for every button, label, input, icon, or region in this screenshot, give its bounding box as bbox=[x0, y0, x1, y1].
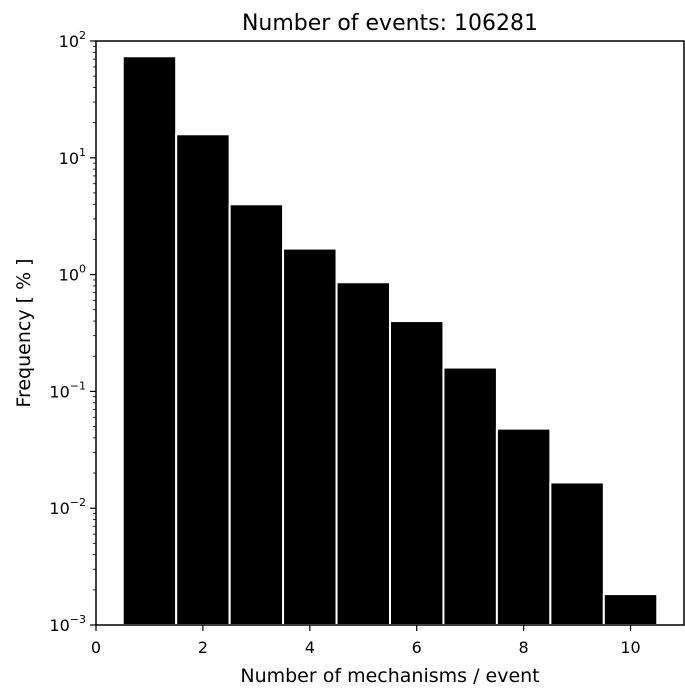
x-tick-label: 0 bbox=[91, 638, 101, 657]
bar-6 bbox=[389, 320, 445, 626]
y-tick-label: 100 bbox=[59, 263, 86, 285]
chart-title: Number of events: 106281 bbox=[242, 11, 538, 36]
y-tick-label: 10−2 bbox=[49, 496, 86, 518]
x-tick-label: 10 bbox=[620, 638, 640, 657]
bar-10 bbox=[602, 593, 659, 626]
x-tick-label: 6 bbox=[412, 638, 422, 657]
x-tick-label: 8 bbox=[519, 638, 529, 657]
bar-1 bbox=[121, 55, 178, 626]
x-tick-label: 2 bbox=[198, 638, 208, 657]
bar-4 bbox=[282, 247, 338, 626]
y-axis-label: Frequency [ % ] bbox=[13, 258, 35, 407]
bar-3 bbox=[228, 203, 285, 626]
plot-frame bbox=[95, 40, 685, 626]
x-axis-label: Number of mechanisms / event bbox=[240, 665, 539, 687]
y-tick-label: 10−3 bbox=[49, 613, 86, 635]
y-tick-label: 10−1 bbox=[49, 379, 86, 401]
bar-2 bbox=[175, 133, 231, 626]
y-tick-label: 101 bbox=[59, 146, 86, 168]
y-axis: 102 101 100 10−1 10−2 10−3 bbox=[49, 29, 96, 635]
bars-group bbox=[121, 55, 659, 626]
y-tick-label: 102 bbox=[59, 29, 86, 51]
bar-8 bbox=[495, 427, 552, 626]
bar-5 bbox=[335, 281, 391, 626]
bar-9 bbox=[549, 481, 605, 626]
x-tick-label: 4 bbox=[305, 638, 315, 657]
x-axis: 0 2 4 6 8 10 bbox=[91, 625, 641, 657]
bar-7 bbox=[442, 366, 498, 626]
